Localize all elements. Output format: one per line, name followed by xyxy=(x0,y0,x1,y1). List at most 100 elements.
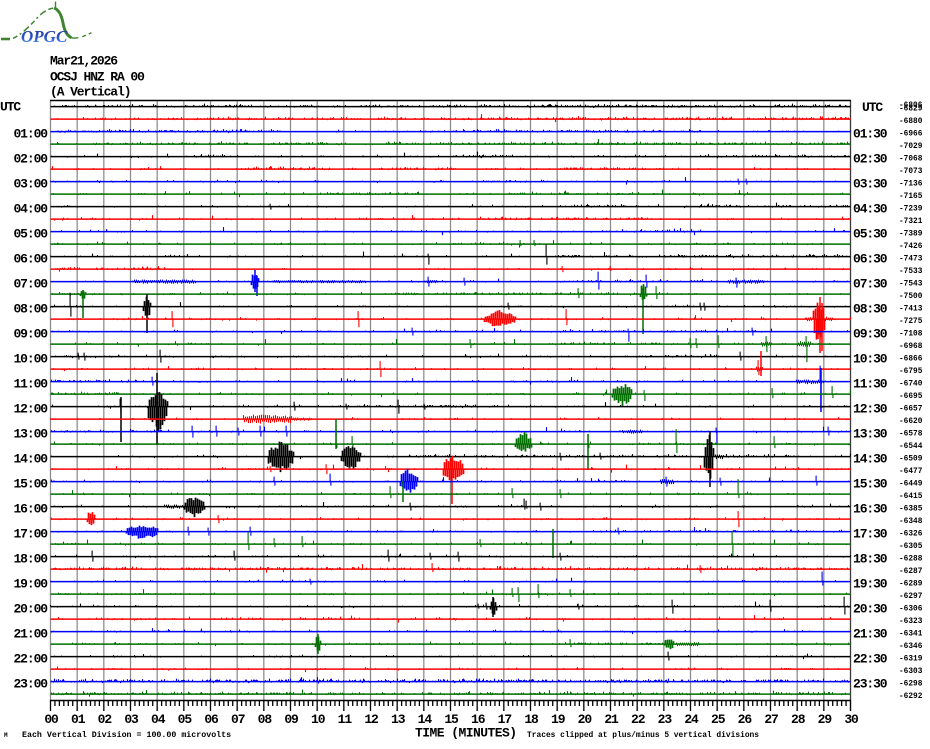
svg-text:-6695: -6695 xyxy=(899,393,923,401)
svg-text:-6477: -6477 xyxy=(899,468,923,476)
svg-text:19: 19 xyxy=(551,712,566,727)
svg-text:12:30: 12:30 xyxy=(853,401,888,416)
svg-text:-7321: -7321 xyxy=(899,218,923,226)
svg-text:01:30: 01:30 xyxy=(853,126,888,141)
svg-text:18: 18 xyxy=(524,712,539,727)
svg-text:02:30: 02:30 xyxy=(853,151,888,166)
svg-text:01:00: 01:00 xyxy=(13,126,48,141)
svg-text:16:00: 16:00 xyxy=(13,501,48,516)
svg-text:22:00: 22:00 xyxy=(13,651,48,666)
svg-text:-6348: -6348 xyxy=(899,518,923,526)
svg-text:03:00: 03:00 xyxy=(13,176,48,191)
svg-text:-6385: -6385 xyxy=(899,506,923,514)
svg-text:-7389: -7389 xyxy=(899,231,923,239)
svg-text:16: 16 xyxy=(471,712,486,727)
svg-text:14:00: 14:00 xyxy=(13,451,48,466)
svg-text:-7165: -7165 xyxy=(899,193,923,201)
svg-text:17: 17 xyxy=(498,712,512,727)
svg-text:18:00: 18:00 xyxy=(13,551,48,566)
svg-text:UTC: UTC xyxy=(862,100,883,115)
svg-text:-6287: -6287 xyxy=(899,568,923,576)
svg-text:-6297: -6297 xyxy=(899,593,923,601)
svg-text:UTC: UTC xyxy=(0,100,21,115)
svg-text:13:00: 13:00 xyxy=(13,426,48,441)
svg-text:14:30: 14:30 xyxy=(853,451,888,466)
svg-text:-6341: -6341 xyxy=(899,631,923,639)
svg-text:-6509: -6509 xyxy=(899,456,923,464)
svg-text:03:30: 03:30 xyxy=(853,176,888,191)
svg-text:21: 21 xyxy=(604,712,619,727)
svg-text:20:00: 20:00 xyxy=(13,601,48,616)
svg-text:-7073: -7073 xyxy=(899,168,923,176)
svg-text:19:30: 19:30 xyxy=(853,576,888,591)
svg-text:-7239: -7239 xyxy=(899,206,923,214)
svg-text:-7029: -7029 xyxy=(899,143,923,151)
svg-text:Mar21,2026: Mar21,2026 xyxy=(50,54,118,69)
svg-text:12: 12 xyxy=(364,712,379,727)
svg-text:12:00: 12:00 xyxy=(13,401,48,416)
svg-text:-6292: -6292 xyxy=(899,693,923,701)
svg-text:18:30: 18:30 xyxy=(853,551,888,566)
svg-text:OPGC: OPGC xyxy=(21,27,68,46)
svg-text:15: 15 xyxy=(444,712,459,727)
svg-text:-7543: -7543 xyxy=(899,281,923,289)
svg-text:-6968: -6968 xyxy=(899,343,923,351)
svg-text:-6415: -6415 xyxy=(899,493,923,501)
svg-text:10:00: 10:00 xyxy=(13,351,48,366)
svg-text:07:00: 07:00 xyxy=(13,276,48,291)
svg-text:-7426: -7426 xyxy=(899,243,923,251)
svg-text:-7413: -7413 xyxy=(899,306,923,314)
svg-text:-6303: -6303 xyxy=(899,668,923,676)
svg-text:OCSJ HNZ RA 00: OCSJ HNZ RA 00 xyxy=(50,69,145,84)
svg-text:22:30: 22:30 xyxy=(853,651,888,666)
svg-text:21:30: 21:30 xyxy=(853,626,888,641)
svg-text:-6795: -6795 xyxy=(899,368,923,376)
svg-text:08:00: 08:00 xyxy=(13,301,48,316)
svg-text:27: 27 xyxy=(764,712,778,727)
svg-text:-6298: -6298 xyxy=(899,681,923,689)
svg-text:-6866: -6866 xyxy=(899,356,923,364)
svg-text:25: 25 xyxy=(711,712,726,727)
svg-text:14: 14 xyxy=(418,712,433,727)
svg-text:11:00: 11:00 xyxy=(13,376,48,391)
svg-text:-6319: -6319 xyxy=(899,656,923,664)
svg-text:06:00: 06:00 xyxy=(13,251,48,266)
svg-text:-7068: -7068 xyxy=(899,156,923,164)
svg-text:-6326: -6326 xyxy=(899,531,923,539)
svg-text:17:00: 17:00 xyxy=(13,526,48,541)
svg-text:-6880: -6880 xyxy=(899,118,923,126)
svg-text:07: 07 xyxy=(231,712,245,727)
svg-text:-6544: -6544 xyxy=(899,443,923,451)
svg-text:-6346: -6346 xyxy=(899,643,923,651)
svg-text:TIME (MINUTES): TIME (MINUTES) xyxy=(415,726,517,741)
svg-text:28: 28 xyxy=(791,712,806,727)
svg-text:09:30: 09:30 xyxy=(853,326,888,341)
svg-text:01: 01 xyxy=(71,712,86,727)
svg-text:20: 20 xyxy=(578,712,593,727)
svg-text:09: 09 xyxy=(284,712,299,727)
svg-text:-6620: -6620 xyxy=(899,418,923,426)
svg-text:Traces clipped at plus/minus 5: Traces clipped at plus/minus 5 vertical … xyxy=(527,731,759,740)
svg-text:15:00: 15:00 xyxy=(13,476,48,491)
svg-text:Each Vertical Division = 100.: Each Vertical Division = 100.00 microvol… xyxy=(22,730,231,740)
svg-text:10:30: 10:30 xyxy=(853,351,888,366)
svg-text:23: 23 xyxy=(658,712,673,727)
svg-text:29: 29 xyxy=(818,712,833,727)
svg-text:04:00: 04:00 xyxy=(13,201,48,216)
svg-text:-6323: -6323 xyxy=(899,618,923,626)
svg-text:06:30: 06:30 xyxy=(853,251,888,266)
svg-text:-6829: -6829 xyxy=(899,106,923,114)
svg-text:M: M xyxy=(4,732,8,739)
svg-text:-7533: -7533 xyxy=(899,268,923,276)
svg-text:(A Vertical): (A Vertical) xyxy=(50,84,130,99)
svg-text:13:30: 13:30 xyxy=(853,426,888,441)
svg-text:05:30: 05:30 xyxy=(853,226,888,241)
svg-text:02: 02 xyxy=(98,712,113,727)
svg-text:24: 24 xyxy=(684,712,699,727)
svg-text:06: 06 xyxy=(204,712,219,727)
svg-text:04:30: 04:30 xyxy=(853,201,888,216)
svg-text:-6289: -6289 xyxy=(899,581,923,589)
svg-text:-7108: -7108 xyxy=(899,331,923,339)
svg-text:10: 10 xyxy=(311,712,326,727)
svg-text:16:30: 16:30 xyxy=(853,501,888,516)
